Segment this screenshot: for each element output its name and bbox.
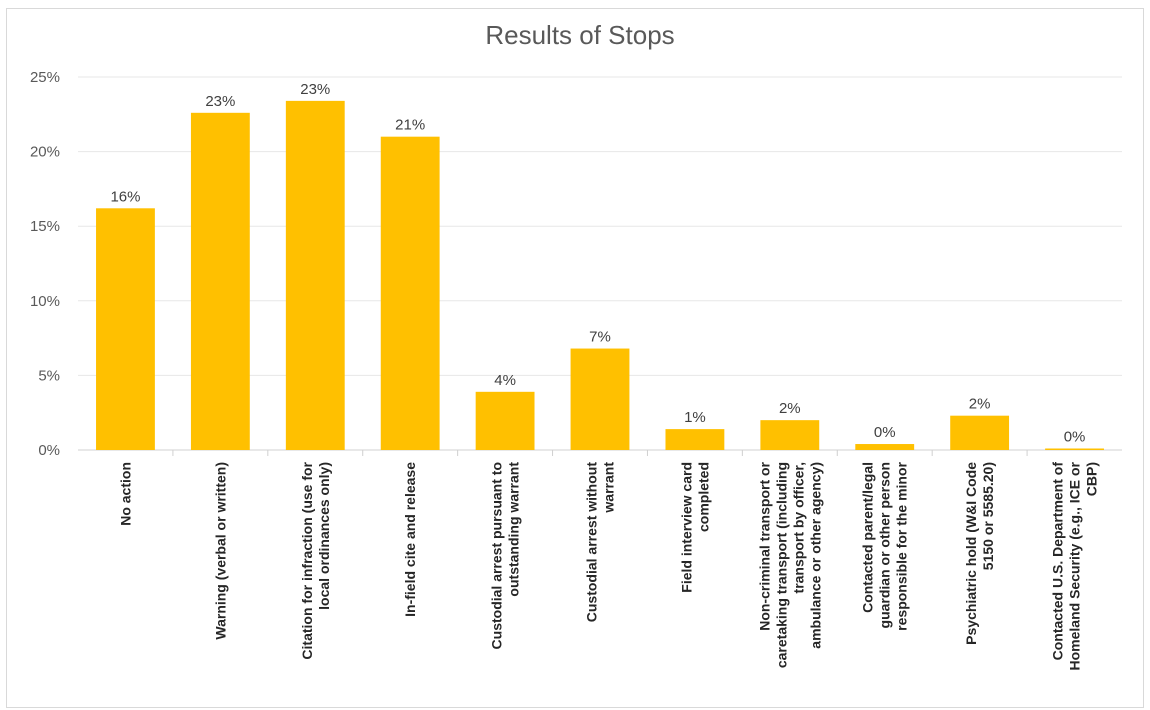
bar (760, 420, 820, 450)
x-tick-label: Psychiatric hold (W&I Code 5150 or 5585.2… (963, 462, 996, 645)
data-label: 0% (1064, 429, 1086, 446)
x-tick-label-line: caretaking transport (including (773, 462, 789, 668)
x-tick-label-line: No action (117, 462, 133, 526)
bar (285, 100, 345, 450)
bar (1045, 448, 1104, 450)
x-tick-label-line: Non-criminal transport or (756, 461, 772, 630)
x-tick-label: Contacted U.S. Department of Homeland Sec… (1050, 461, 1100, 670)
x-tick-label: Citation for infraction (use for local or… (299, 461, 332, 659)
bars (96, 100, 1104, 451)
y-tick-label: 15% (30, 218, 60, 235)
data-label: 23% (300, 81, 330, 98)
x-tick-label: No action (117, 462, 133, 526)
x-tick-label: Non-criminal transport or caretaking tran… (756, 461, 823, 668)
bar (380, 136, 440, 450)
data-label: 21% (395, 117, 425, 134)
x-tick-label: Field interview card completed (678, 462, 711, 593)
x-tick-label-line: transport by officer, (790, 462, 806, 593)
data-label: 0% (874, 424, 896, 441)
y-tick-label: 5% (38, 367, 60, 384)
y-tick-label: 20% (30, 144, 60, 161)
x-tick-label-line: Field interview card (678, 462, 694, 593)
y-tick-label: 25% (30, 69, 60, 86)
bar (570, 348, 630, 450)
y-axis-ticks: 0% 5% 10% 15% 20% 25% (30, 69, 60, 459)
y-tick-label: 0% (38, 442, 60, 459)
x-tick-label-line: Contacted parent/legal (860, 462, 876, 613)
bar (190, 112, 250, 451)
gridlines (78, 76, 1122, 456)
x-tick-label: Contacted parent/legal guardian or other … (860, 461, 910, 630)
data-label: 7% (589, 329, 611, 346)
x-tick-label-line: Psychiatric hold (W&I Code (963, 462, 979, 645)
x-tick-label-line: Contacted U.S. Department of (1050, 462, 1066, 661)
x-tick-label-line: Custodial arrest without (584, 462, 600, 623)
x-tick-label-line: CBP) (1084, 462, 1100, 496)
data-label: 4% (494, 372, 516, 389)
chart-title: Results of Stops (485, 20, 674, 50)
bar (950, 415, 1010, 450)
x-tick-label-line: Citation for infraction (use for (299, 461, 315, 659)
x-tick-label: In-field cite and release (402, 462, 418, 617)
x-tick-label-line: Warning (verbal or written) (212, 462, 228, 640)
x-tick-label-line: 5150 or 5585.20) (980, 462, 996, 570)
x-axis-labels: No action Warning (verbal or written) Cita… (117, 461, 1099, 670)
data-label: 23% (205, 93, 235, 110)
x-tick-label-line: ambulance or other agency) (807, 462, 823, 649)
x-tick-label-line: In-field cite and release (402, 462, 418, 617)
bar (475, 391, 535, 450)
bar (855, 444, 915, 450)
data-labels: 16% 23% 23% 21% 4% 7% 1% 2% 0% 2% 0% (110, 81, 1085, 446)
x-tick-label-line: responsible for the minor (894, 461, 910, 630)
x-tick-label-line: guardian or other person (877, 462, 893, 628)
x-tick-label-line: outstanding warrant (506, 462, 522, 597)
x-tick-label-line: local ordinances only) (316, 462, 332, 610)
data-label: 16% (110, 188, 140, 205)
bar (96, 208, 155, 450)
x-tick-label-line: completed (695, 462, 711, 532)
x-tick-label-line: Homeland Security (e.g., ICE or (1067, 461, 1083, 670)
data-label: 2% (969, 396, 991, 413)
data-label: 1% (684, 409, 706, 426)
x-tick-label-line: warrant (601, 462, 617, 514)
y-tick-label: 10% (30, 293, 60, 310)
x-tick-label: Custodial arrest pursuant to outstanding … (489, 462, 522, 650)
x-tick-label-line: Custodial arrest pursuant to (489, 462, 505, 649)
bar (665, 429, 725, 450)
data-label: 2% (779, 400, 801, 417)
x-tick-label: Custodial arrest without warrant (584, 462, 617, 623)
x-tick-label: Warning (verbal or written) (212, 462, 228, 640)
